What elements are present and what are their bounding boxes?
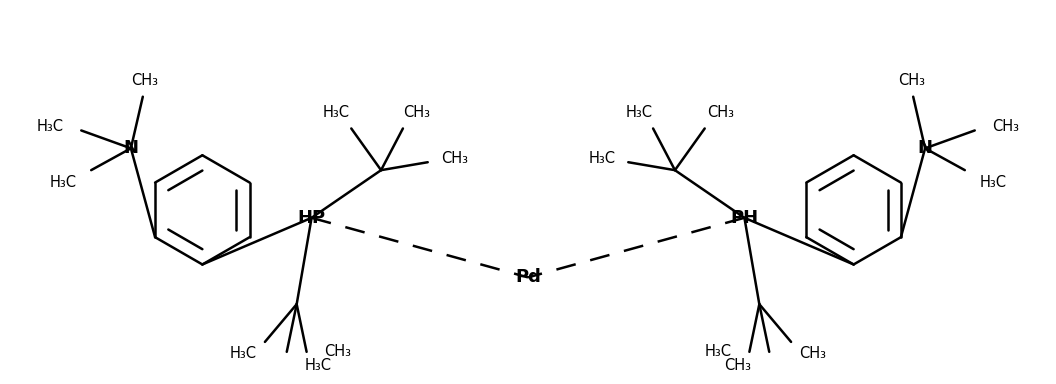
Text: CH₃: CH₃: [324, 344, 352, 359]
Text: N: N: [918, 139, 932, 157]
Text: H₃C: H₃C: [304, 358, 332, 373]
Text: N: N: [124, 139, 138, 157]
Text: CH₃: CH₃: [706, 105, 734, 120]
Text: H₃C: H₃C: [588, 151, 616, 166]
Text: PH: PH: [731, 209, 758, 227]
Text: CH₃: CH₃: [898, 73, 925, 88]
Text: H₃C: H₃C: [36, 119, 63, 134]
Text: H₃C: H₃C: [980, 175, 1006, 190]
Text: CH₃: CH₃: [440, 151, 468, 166]
Text: Pd: Pd: [515, 268, 541, 286]
Text: H₃C: H₃C: [322, 105, 350, 120]
Text: H₃C: H₃C: [230, 346, 257, 361]
Text: H₃C: H₃C: [50, 175, 76, 190]
Text: H₃C: H₃C: [626, 105, 653, 120]
Text: H₃C: H₃C: [704, 344, 732, 359]
Text: CH₃: CH₃: [724, 358, 752, 373]
Text: HP: HP: [298, 209, 325, 227]
Text: CH₃: CH₃: [799, 346, 826, 361]
Text: CH₃: CH₃: [993, 119, 1020, 134]
Text: CH₃: CH₃: [403, 105, 430, 120]
Text: CH₃: CH₃: [131, 73, 158, 88]
